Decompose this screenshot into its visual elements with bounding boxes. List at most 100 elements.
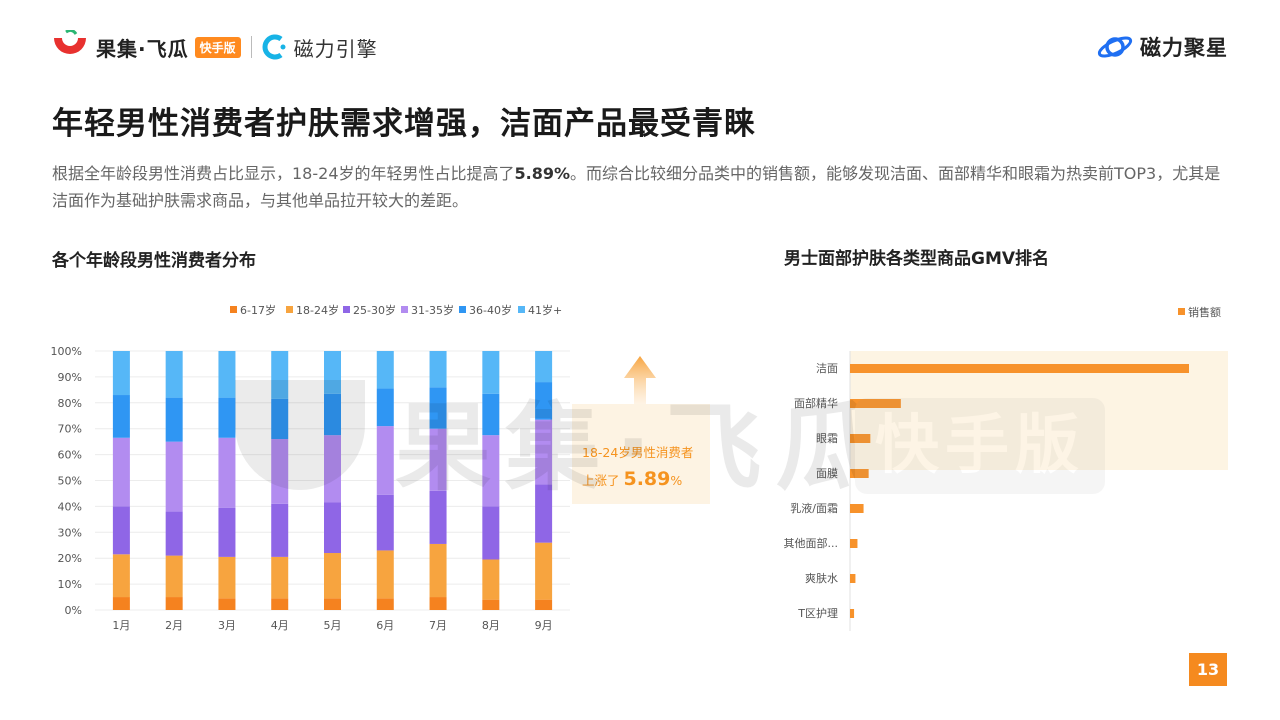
y-tick-label: 10% xyxy=(58,578,82,591)
bar-segment xyxy=(271,556,289,599)
legend-label: 销售额 xyxy=(1188,305,1221,319)
right-chart-title: 男士面部护肤各类型商品GMV排名 xyxy=(784,249,1050,269)
annotation-line-2: 上涨了 5.89% xyxy=(582,468,682,490)
y-tick-label: 100% xyxy=(51,345,82,358)
y-tick-label: 90% xyxy=(58,371,82,384)
gmv-bar xyxy=(850,609,855,618)
legend-swatch xyxy=(230,306,237,313)
category-label: 洁面 xyxy=(816,362,838,375)
y-tick-label: 40% xyxy=(58,500,82,513)
bar-segment xyxy=(482,506,500,560)
bar-segment xyxy=(165,351,183,398)
legend-swatch xyxy=(343,306,350,313)
y-tick-label: 20% xyxy=(58,552,82,565)
legend-label: 41岁+ xyxy=(528,303,562,317)
category-label: 面膜 xyxy=(816,467,838,480)
x-tick-label: 6月 xyxy=(376,619,394,632)
bar-segment xyxy=(324,393,341,436)
bar-segment xyxy=(218,437,236,508)
legend-label: 18-24岁 xyxy=(296,303,339,317)
bar-segment xyxy=(429,387,447,429)
bar-segment xyxy=(376,598,394,610)
legend-label: 6-17岁 xyxy=(240,303,276,317)
bar-segment xyxy=(482,559,500,600)
bar-segment xyxy=(376,550,394,599)
legend-swatch xyxy=(1178,308,1185,315)
description-highlight: 5.89% xyxy=(514,164,571,183)
gmv-bar xyxy=(850,434,871,443)
bar-segment xyxy=(535,542,553,600)
bar-segment xyxy=(112,437,130,507)
bar-segment xyxy=(112,351,130,396)
bar-segment xyxy=(324,435,341,503)
growth-annotation: 18-24岁男性消费者 上涨了 5.89% xyxy=(572,356,710,506)
bar-segment xyxy=(482,599,500,610)
bar-segment xyxy=(271,351,289,399)
description-text-2: 。而综合比较细分品类中的销售额，能够发现洁面、面部精华和眼霜为热卖前TOP3，尤… xyxy=(52,164,1221,210)
x-tick-label: 4月 xyxy=(271,619,289,632)
up-arrow-icon xyxy=(624,356,656,408)
bar-segment xyxy=(218,351,236,398)
legend-swatch xyxy=(518,306,525,313)
bar-segment xyxy=(535,599,553,610)
bar-segment xyxy=(324,351,341,394)
bar-segment xyxy=(165,441,183,512)
partner-name: 磁力引擎 xyxy=(293,36,378,61)
bar-segment xyxy=(271,439,289,504)
x-tick-label: 2月 xyxy=(165,619,183,632)
y-tick-label: 50% xyxy=(58,475,82,488)
legend-swatch xyxy=(401,306,408,313)
bar-segment xyxy=(429,543,447,598)
brand-name: 果集·飞瓜 xyxy=(96,36,189,61)
brand-badge: 快手版 xyxy=(194,36,241,58)
bar-segment xyxy=(324,598,341,610)
legend-swatch xyxy=(286,306,293,313)
x-tick-label: 1月 xyxy=(112,619,130,632)
annotation-value: 5.89 xyxy=(623,468,671,490)
legend-label: 31-35岁 xyxy=(411,303,454,317)
gmv-bar xyxy=(850,504,864,513)
legend-label: 36-40岁 xyxy=(469,303,512,317)
category-label: 面部精华 xyxy=(794,396,838,410)
bar-segment xyxy=(218,507,236,557)
right-brand-name: 磁力聚星 xyxy=(1140,36,1228,60)
brand-right: 磁力聚星 xyxy=(1096,30,1228,64)
bar-segment xyxy=(429,428,447,491)
annotation-suffix: % xyxy=(670,473,683,488)
left-chart-title: 各个年龄段男性消费者分布 xyxy=(52,251,256,271)
bar-segment xyxy=(482,351,500,394)
y-tick-label: 30% xyxy=(58,526,82,539)
annotation-background xyxy=(572,404,710,504)
page-title: 年轻男性消费者护肤需求增强，洁面产品最受青睐 xyxy=(52,106,756,142)
legend-swatch xyxy=(459,306,466,313)
brand-left: 果集·飞瓜 快手版 磁力引擎 xyxy=(52,30,378,64)
bar-segment xyxy=(429,351,447,388)
bar-segment xyxy=(376,351,394,389)
bar-segment xyxy=(165,597,183,610)
category-label: T区护理 xyxy=(797,606,838,620)
bar-segment xyxy=(535,351,553,383)
bar-segment xyxy=(165,397,183,442)
guoji-logo-icon xyxy=(54,30,86,54)
bar-segment xyxy=(482,435,500,507)
bar-segment xyxy=(271,398,289,440)
planet-logo-icon xyxy=(1097,36,1133,58)
bar-segment xyxy=(376,426,394,495)
bar-segment xyxy=(112,597,130,610)
y-tick-label: 0% xyxy=(65,604,82,617)
annotation-prefix: 上涨了 xyxy=(582,473,624,488)
y-tick-label: 80% xyxy=(58,397,82,410)
bar-segment xyxy=(324,502,341,554)
y-tick-label: 70% xyxy=(58,423,82,436)
cili-engine-logo-icon xyxy=(262,34,286,60)
category-label: 其他面部... xyxy=(784,536,839,550)
bar-segment xyxy=(324,553,341,599)
gmv-bar xyxy=(850,399,901,408)
bar-segment xyxy=(482,393,500,436)
description-text-1: 根据全年龄段男性消费占比显示，18-24岁的年轻男性占比提高了 xyxy=(52,164,515,183)
bar-segment xyxy=(112,506,130,555)
category-label: 眼霜 xyxy=(816,432,838,445)
bar-segment xyxy=(376,388,394,427)
y-tick-label: 60% xyxy=(58,449,82,462)
